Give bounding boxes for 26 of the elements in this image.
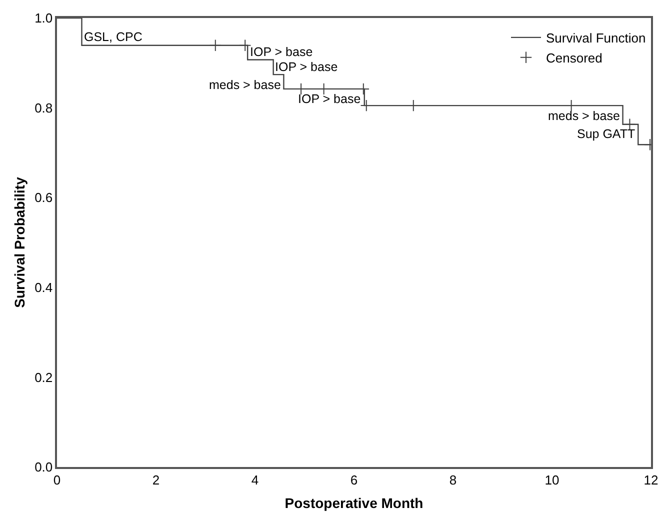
annotation: Sup GATT	[577, 127, 636, 141]
y-tick-label: 0.2	[34, 370, 53, 385]
annotation: IOP > base	[298, 92, 361, 106]
x-tick-label: 10	[544, 472, 560, 488]
x-tick-label: 6	[350, 472, 358, 488]
x-tick-label: 2	[152, 472, 160, 488]
annotation: meds > base	[548, 109, 620, 123]
y-tick-label: 1.0	[34, 10, 53, 26]
x-tick-label: 8	[449, 472, 457, 488]
point	[209, 39, 222, 52]
x-tick-label: 4	[251, 472, 259, 488]
annotation: IOP > base	[275, 60, 338, 74]
y-axis-title: Survival Probability	[12, 176, 28, 308]
legend-label: Censored	[546, 50, 602, 66]
y-tick-label: 0.0	[34, 460, 53, 475]
y-tick-label: 0.4	[34, 280, 53, 295]
x-axis-title: Postoperative Month	[284, 495, 424, 512]
y-tick-label: 0.6	[34, 190, 53, 206]
x-tick-label: 12	[644, 472, 658, 488]
annotation: IOP > base	[250, 45, 313, 59]
annotation: GSL, CPC	[84, 30, 142, 44]
annotation: meds > base	[209, 78, 281, 92]
point	[239, 39, 252, 52]
y-tick-label: 0.8	[34, 100, 53, 116]
legend-label: Survival Function	[546, 30, 646, 46]
x-tick-label: 0	[53, 472, 61, 488]
